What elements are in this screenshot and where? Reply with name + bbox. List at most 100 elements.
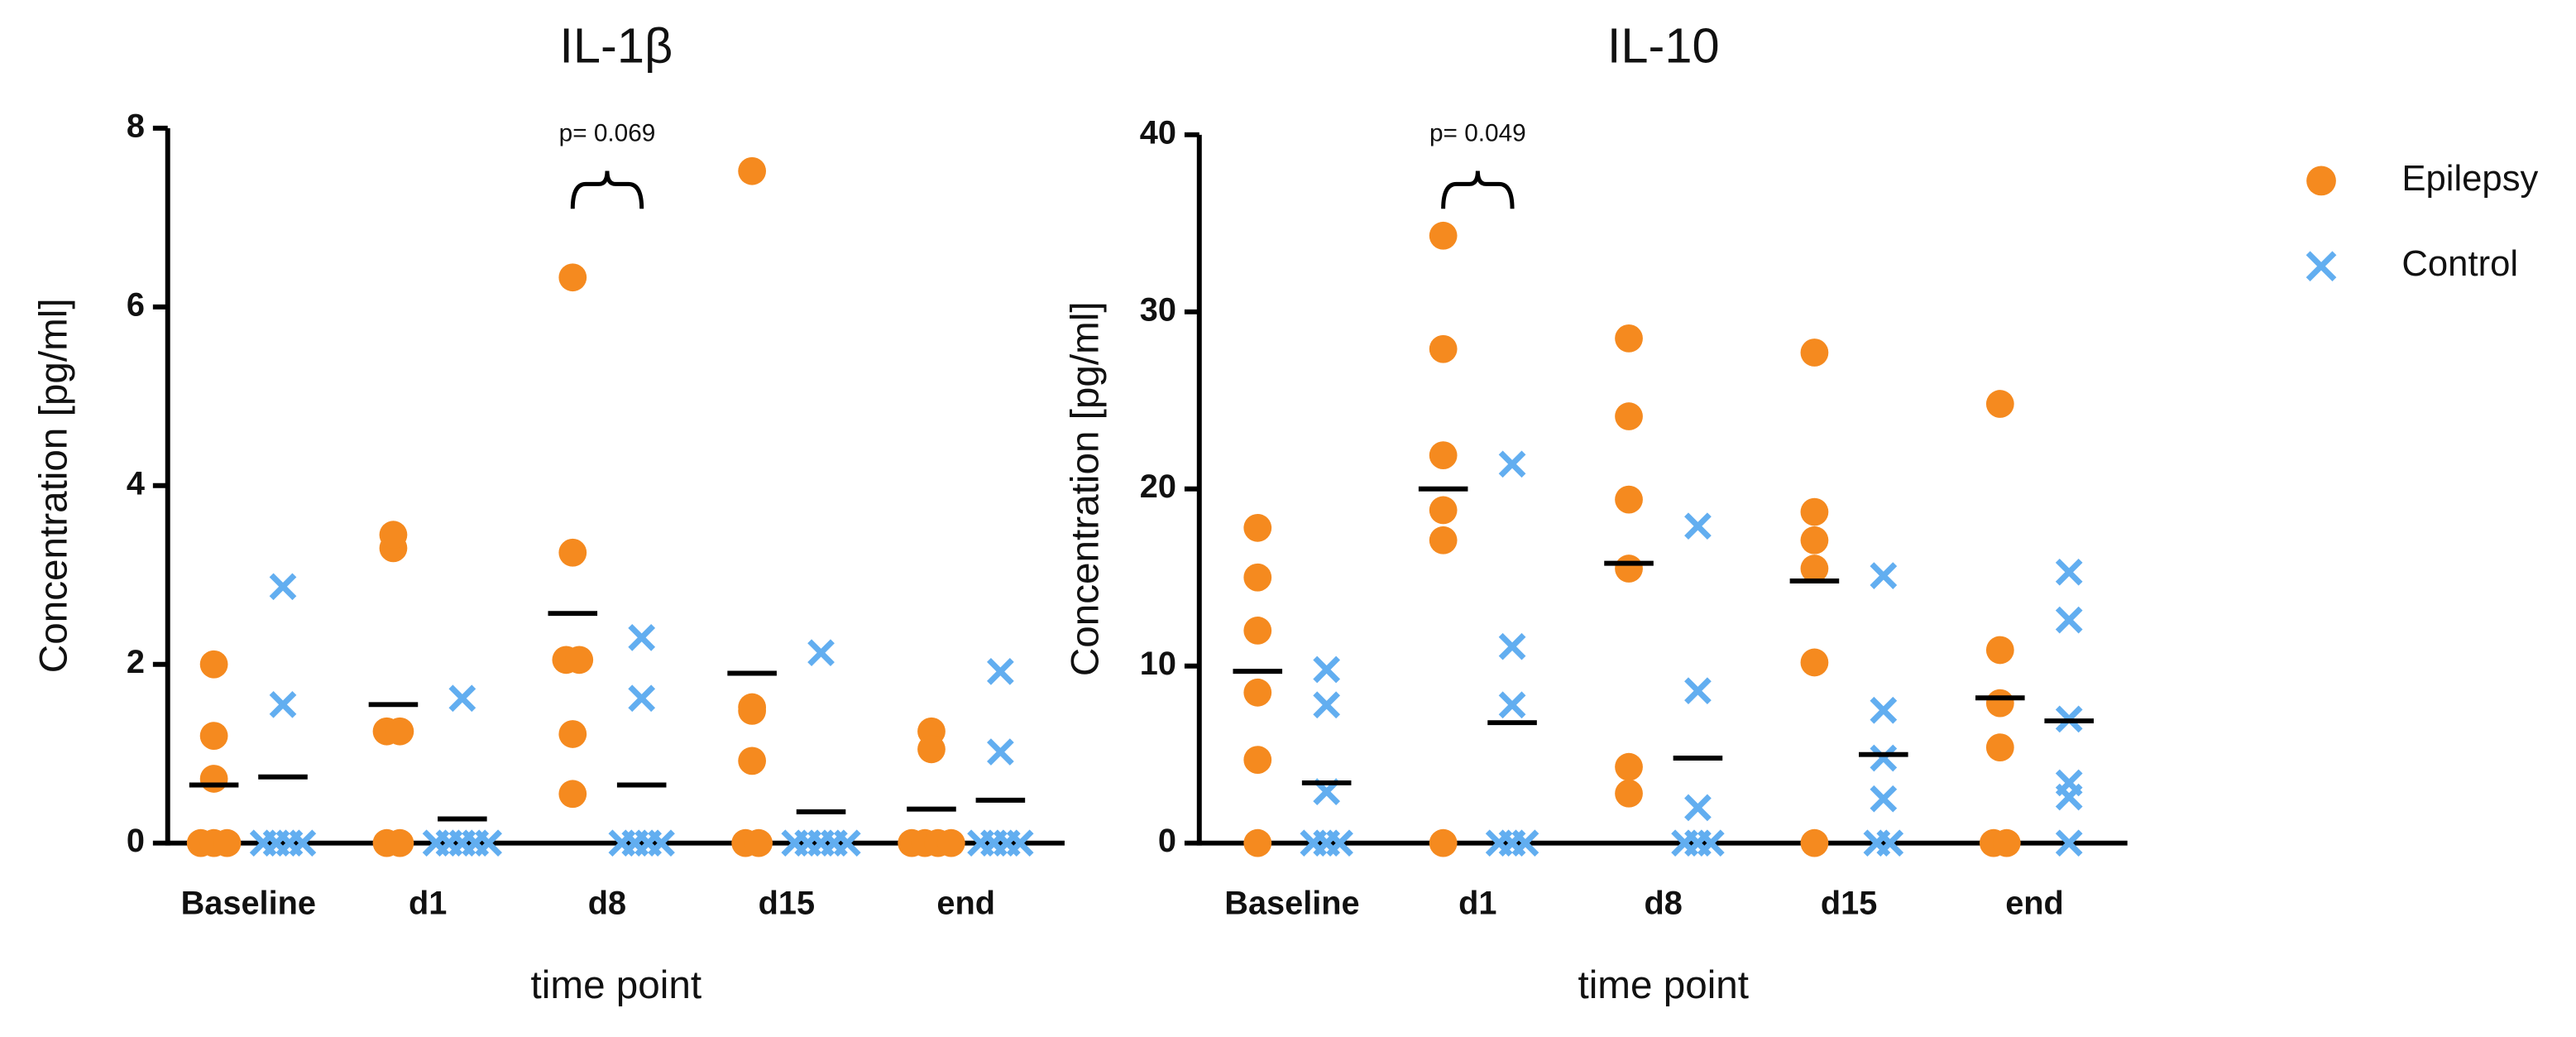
point [385, 828, 414, 857]
x-tick-label: end [936, 886, 995, 922]
y-tick-label: 0 [1158, 823, 1176, 859]
point [558, 780, 587, 809]
point [738, 697, 767, 725]
point [987, 738, 1014, 766]
point [936, 828, 965, 857]
point-stroke [1876, 829, 1904, 857]
y-axis-label: Concentration [pg/ml] [1063, 301, 1107, 676]
point [628, 623, 656, 651]
point [1429, 334, 1458, 363]
x-tick-label: Baseline [1224, 886, 1359, 922]
point [1615, 752, 1643, 781]
point [199, 765, 228, 793]
point [1326, 829, 1353, 857]
legend-label: Control [2401, 243, 2518, 284]
point-stroke [1006, 829, 1034, 857]
point-stroke [269, 573, 297, 601]
point [917, 735, 946, 764]
point [1615, 324, 1643, 353]
point [558, 720, 587, 748]
x-tick-label: Baseline [181, 886, 316, 922]
point-stroke [1684, 794, 1712, 822]
point [1615, 779, 1643, 808]
point [1498, 691, 1526, 719]
point [1006, 829, 1034, 857]
significance-bracket [570, 170, 644, 209]
point-stroke [987, 658, 1014, 685]
y-axis-label: Concentration [pg/ml] [31, 298, 75, 673]
y-tick-label: 10 [1140, 646, 1176, 682]
point [1313, 655, 1341, 684]
x-tick-label: d8 [1645, 886, 1683, 922]
point [1992, 828, 2021, 857]
point-stroke [987, 738, 1014, 766]
legend-marker [2306, 166, 2336, 196]
point [1429, 526, 1458, 555]
point [1800, 648, 1829, 677]
point-stroke [1313, 655, 1341, 684]
point [1985, 390, 2014, 418]
point [738, 747, 767, 775]
chart-title: IL-10 [1607, 17, 1720, 73]
point [738, 156, 767, 185]
point-stroke [628, 684, 656, 713]
point [1243, 746, 1272, 774]
point-stroke [628, 623, 656, 651]
point-stroke [1498, 691, 1526, 719]
point [199, 650, 228, 679]
point [1511, 829, 1539, 857]
x-tick-label: d1 [1458, 886, 1496, 922]
point [475, 829, 502, 857]
point-stroke [1326, 829, 1353, 857]
y-tick-label: 8 [127, 108, 145, 144]
annotation: p= 0.049 [1429, 120, 1526, 147]
point-stroke [2055, 606, 2083, 634]
y-tick-label: 30 [1140, 291, 1176, 328]
point [1876, 829, 1904, 857]
point-stroke [833, 829, 861, 857]
point-stroke [2055, 783, 2083, 811]
y-tick-label: 4 [127, 465, 145, 502]
point [1800, 497, 1829, 526]
y-tick-label: 0 [127, 823, 145, 859]
point [1870, 696, 1898, 724]
point-stroke [1684, 512, 1712, 540]
point [1870, 562, 1898, 589]
point [2055, 558, 2083, 586]
point-stroke [2055, 558, 2083, 586]
x-tick-label: end [2005, 886, 2064, 922]
point [648, 829, 675, 857]
point [745, 828, 773, 857]
point [1684, 512, 1712, 540]
y-tick-label: 20 [1140, 468, 1176, 505]
point-stroke [1870, 744, 1898, 772]
point [1243, 617, 1272, 645]
point-stroke [1313, 691, 1341, 719]
x-tick-label: d8 [588, 886, 626, 922]
point-stroke [2055, 829, 2083, 857]
legend-marker [2305, 251, 2337, 282]
x-tick-label: d15 [759, 886, 815, 922]
point [565, 646, 594, 675]
legend-label: Epilepsy [2401, 158, 2538, 199]
x-tick-label: d15 [1821, 886, 1877, 922]
x-tick-label: d1 [409, 886, 447, 922]
point-stroke [1697, 829, 1725, 857]
point [1985, 689, 2014, 718]
point [1985, 636, 2014, 665]
point [2055, 783, 2083, 811]
point [987, 658, 1014, 685]
significance-bracket [1441, 170, 1515, 209]
point [448, 684, 476, 713]
point [1498, 450, 1526, 478]
point [558, 263, 587, 292]
point [269, 690, 297, 718]
point [628, 684, 656, 713]
point [1243, 563, 1272, 592]
point-stroke [1870, 562, 1898, 589]
legend-marker-stroke [2305, 251, 2337, 282]
point [1800, 555, 1829, 583]
annotation: p= 0.069 [559, 120, 656, 147]
point [1429, 828, 1458, 857]
x-axis-label: time point [1578, 963, 1749, 1007]
